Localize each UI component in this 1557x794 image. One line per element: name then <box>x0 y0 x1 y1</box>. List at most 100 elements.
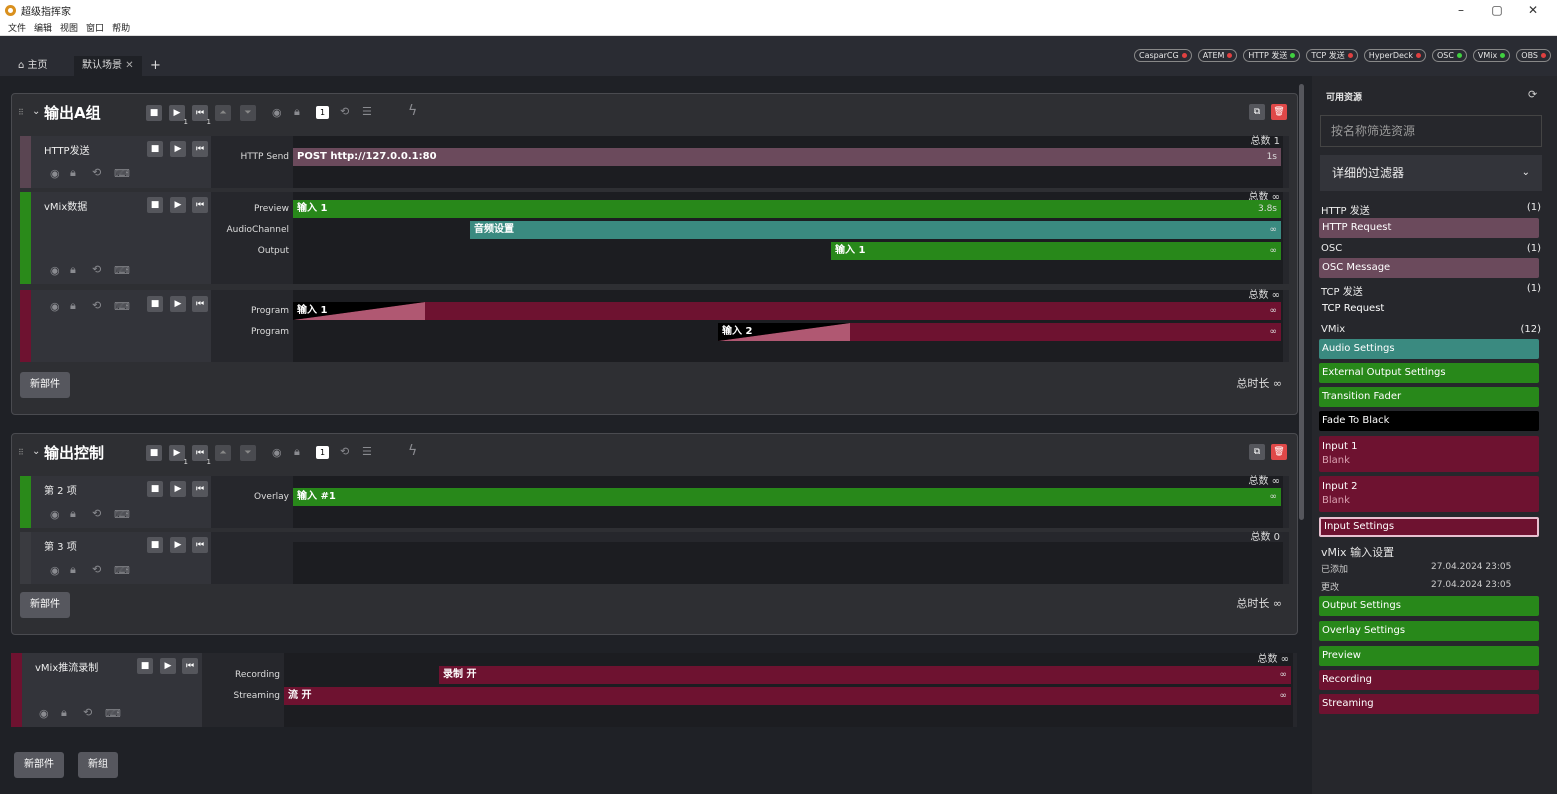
drag-handle-icon[interactable]: ⠿ <box>18 108 24 117</box>
resource-fade-to-black[interactable]: Fade To Black <box>1319 411 1539 431</box>
play-button[interactable]: ▶ <box>160 658 176 674</box>
chevron-down-icon[interactable]: ⌄ <box>32 446 41 457</box>
tab-default-scene[interactable]: 默认场景 ✕ <box>74 56 142 76</box>
delete-icon[interactable]: 🗑︎ <box>1271 104 1287 120</box>
eye-icon[interactable]: ◉ <box>39 707 49 720</box>
stop-button[interactable]: ■ <box>146 445 162 461</box>
lock-icon[interactable]: 🔒︎ <box>61 706 67 719</box>
resource-streaming[interactable]: Streaming <box>1319 694 1539 714</box>
menu-help[interactable]: 帮助 <box>112 24 131 34</box>
eye-icon[interactable]: ◉ <box>50 264 60 277</box>
stop-button[interactable]: ■ <box>147 197 163 213</box>
minimize-icon[interactable]: – <box>1458 3 1464 17</box>
stop-button[interactable]: ■ <box>146 105 162 121</box>
playlist-icon[interactable]: ☰ <box>362 445 372 458</box>
device-badge-atem[interactable]: ATEM <box>1197 49 1238 62</box>
clip-output[interactable]: 输入 1 ∞ <box>831 242 1281 260</box>
resource-osc-message[interactable]: OSC Message <box>1319 258 1539 278</box>
resource-filter-input[interactable]: 按名称筛选资源 <box>1320 115 1542 147</box>
device-badge-vmix[interactable]: VMix <box>1472 49 1511 62</box>
menu-window[interactable]: 窗口 <box>86 24 105 34</box>
resource-audio-settings[interactable]: Audio Settings <box>1319 339 1539 359</box>
menu-file[interactable]: 文件 <box>8 24 27 34</box>
new-part-button[interactable]: 新部件 <box>14 752 64 778</box>
resource-recording[interactable]: Recording <box>1319 670 1539 690</box>
keyboard-icon[interactable]: ⌨ <box>114 508 130 521</box>
delete-icon[interactable]: 🗑︎ <box>1271 444 1287 460</box>
keyboard-icon[interactable]: ⌨ <box>114 264 130 277</box>
resource-input-settings[interactable]: Input Settings <box>1319 517 1539 537</box>
step-button[interactable]: ⏮ <box>182 658 198 674</box>
lock-icon[interactable]: 🔒︎ <box>70 166 76 179</box>
clip-http[interactable]: POST http://127.0.0.1:80 1s <box>293 148 1281 166</box>
resource-transition-fader[interactable]: Transition Fader <box>1319 387 1539 407</box>
loop-icon[interactable]: ⟲ <box>92 263 102 276</box>
clip-overlay[interactable]: 输入 #1 ∞ <box>293 488 1281 506</box>
loop-icon[interactable]: ⟲ <box>340 105 350 118</box>
part-name[interactable]: vMix推流录制 <box>35 663 99 674</box>
new-part-button[interactable]: 新部件 <box>20 372 70 398</box>
group-title[interactable]: 输出A组 <box>44 104 101 122</box>
resource-tcp-request[interactable]: TCP Request <box>1322 303 1385 314</box>
lock-icon[interactable]: 🔒︎ <box>70 507 76 520</box>
part-color-strip[interactable] <box>20 532 31 584</box>
move-down-button[interactable]: ⏷ <box>240 105 256 121</box>
play-button[interactable]: ▶ <box>170 537 186 553</box>
resource-http-request[interactable]: HTTP Request <box>1319 218 1539 238</box>
loop-icon[interactable]: ⟲ <box>92 166 102 179</box>
clip-recording[interactable]: 录制 开 ∞ <box>439 666 1291 684</box>
lock-icon[interactable]: 🔒︎ <box>294 445 300 458</box>
resource-input-2[interactable]: Input 2 Blank <box>1319 476 1539 512</box>
keyboard-icon[interactable]: ⌨ <box>114 300 130 313</box>
part-name[interactable]: 第 2 项 <box>44 486 77 497</box>
part-name[interactable]: 第 3 项 <box>44 542 77 553</box>
eye-icon[interactable]: ◉ <box>50 300 60 313</box>
stop-button[interactable]: ■ <box>137 658 153 674</box>
clip-program-2[interactable]: 输入 2 ∞ <box>718 323 1281 341</box>
device-badge-osc[interactable]: OSC <box>1431 49 1467 62</box>
counter-badge[interactable]: 1 <box>316 446 329 459</box>
group-title[interactable]: 输出控制 <box>44 444 105 462</box>
device-badge-casparcg[interactable]: CasparCG <box>1133 49 1192 62</box>
clip-streaming[interactable]: 流 开 ∞ <box>284 687 1291 705</box>
clip-preview[interactable]: 输入 1 3.8s <box>293 200 1281 218</box>
new-group-button[interactable]: 新组 <box>78 752 118 778</box>
part-color-strip[interactable] <box>20 290 31 362</box>
device-badge-hyperdeck[interactable]: HyperDeck <box>1363 49 1426 62</box>
step-button[interactable]: ⏮ <box>192 141 208 157</box>
scrollbar[interactable] <box>1299 84 1304 520</box>
part-color-strip[interactable] <box>20 476 31 528</box>
loop-icon[interactable]: ⟲ <box>92 507 102 520</box>
play-button[interactable]: ▶ <box>170 481 186 497</box>
eye-icon[interactable]: ◉ <box>50 508 60 521</box>
chevron-down-icon[interactable]: ⌄ <box>32 106 41 117</box>
lock-icon[interactable]: 🔒︎ <box>70 563 76 576</box>
playlist-icon[interactable]: ☰ <box>362 105 372 118</box>
resource-overlay-settings[interactable]: Overlay Settings <box>1319 621 1539 641</box>
play-button[interactable]: ▶ 1 <box>169 105 188 126</box>
device-badge-tcp[interactable]: TCP 发送 <box>1306 49 1358 62</box>
device-badge-obs[interactable]: OBS <box>1516 49 1551 62</box>
duplicate-icon[interactable]: ⧉ <box>1249 444 1265 460</box>
step-button[interactable]: ⏮ <box>192 296 208 312</box>
lock-icon[interactable]: 🔒︎ <box>70 299 76 312</box>
loop-icon[interactable]: ⟲ <box>92 563 102 576</box>
eye-icon[interactable]: ◉ <box>272 106 282 119</box>
loop-icon[interactable]: ⟲ <box>340 445 350 458</box>
move-up-button[interactable]: ⏶ <box>215 105 231 121</box>
part-color-strip[interactable] <box>20 192 31 284</box>
menu-edit[interactable]: 编辑 <box>34 24 53 34</box>
clip-audio-channel[interactable]: 音频设置 ∞ <box>470 221 1281 239</box>
stop-button[interactable]: ■ <box>147 296 163 312</box>
keyboard-icon[interactable]: ⌨ <box>105 707 121 720</box>
close-icon[interactable]: ✕ <box>1527 3 1539 17</box>
add-tab-icon[interactable]: + <box>150 58 161 73</box>
eye-icon[interactable]: ◉ <box>50 564 60 577</box>
maximize-icon[interactable]: ▢ <box>1491 3 1503 17</box>
duplicate-icon[interactable]: ⧉ <box>1249 104 1265 120</box>
tab-close-icon[interactable]: ✕ <box>125 60 134 71</box>
lock-icon[interactable]: 🔒︎ <box>294 105 300 118</box>
counter-badge[interactable]: 1 <box>316 106 329 119</box>
keyboard-icon[interactable]: ⌨ <box>114 167 130 180</box>
tab-home[interactable]: ⌂ 主页 <box>10 56 56 76</box>
